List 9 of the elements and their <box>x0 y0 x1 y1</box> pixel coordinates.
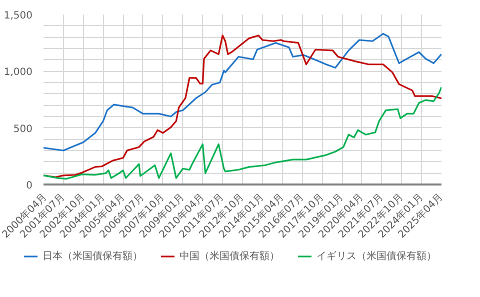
legend-label: 中国（米国債保有額） <box>180 250 280 263</box>
y-tick-label: 1,000 <box>4 67 33 78</box>
line-series <box>44 86 442 180</box>
legend-label: 日本（米国債保有額） <box>42 250 142 263</box>
line-series <box>44 32 442 152</box>
y-tick-label: 500 <box>13 124 33 135</box>
legend-label: イギリス（米国債保有額） <box>316 250 436 263</box>
y-tick-label: 0 <box>26 180 33 192</box>
y-tick-label: 1,500 <box>4 10 33 22</box>
